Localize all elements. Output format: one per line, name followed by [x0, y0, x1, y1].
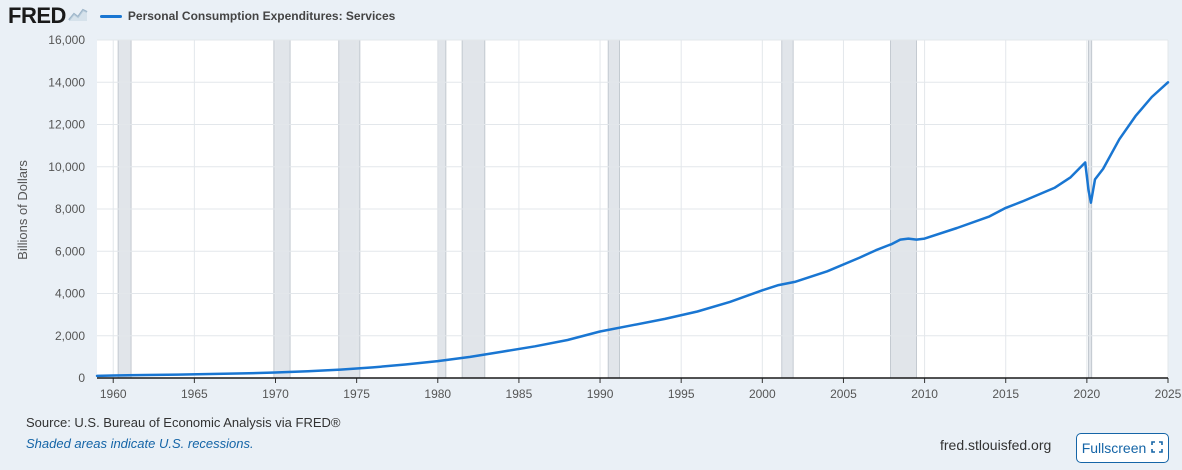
x-tick-label: 2025: [1155, 387, 1182, 401]
x-tick-label: 1995: [668, 387, 695, 401]
y-tick-label: 12,000: [48, 118, 85, 132]
series-line: [95, 81, 1170, 378]
y-tick-label: 2,000: [55, 329, 85, 343]
fred-chart-logo-icon: [68, 6, 88, 27]
series-group: [95, 81, 1170, 378]
x-tick-label: 1975: [343, 387, 370, 401]
legend-swatch: [99, 14, 122, 18]
legend: Personal Consumption Expenditures: Servi…: [99, 9, 396, 23]
fullscreen-label: Fullscreen: [1081, 440, 1147, 456]
x-tick-label: 1970: [262, 387, 289, 401]
x-tick-label: 1965: [181, 387, 208, 401]
x-tick-label: 2010: [911, 387, 938, 401]
x-tick-label: 2015: [992, 387, 1019, 401]
recession-note: Shaded areas indicate U.S. recessions.: [26, 436, 254, 451]
y-tick-label: 16,000: [48, 33, 85, 47]
x-tick-label: 2000: [749, 387, 776, 401]
legend-label: Personal Consumption Expenditures: Servi…: [127, 9, 396, 23]
fred-logo[interactable]: FRED: [8, 3, 66, 28]
x-tick-label: 1990: [587, 387, 614, 401]
x-tick-label: 2005: [830, 387, 857, 401]
source-text: Source: U.S. Bureau of Economic Analysis…: [26, 415, 341, 430]
y-tick-label: 0: [78, 371, 85, 385]
site-url[interactable]: fred.stlouisfed.org: [940, 437, 1052, 453]
fullscreen-button[interactable]: Fullscreen: [1076, 433, 1169, 463]
axes: 0 2,000 4,000 6,000 8,000 10,000 12,000 14,000 1…: [48, 33, 1181, 401]
y-tick-label: 8,000: [55, 202, 85, 216]
y-axis-label: Billions of Dollars: [15, 160, 30, 260]
expand-icon: [1151, 440, 1164, 456]
y-tick-label: 14,000: [48, 75, 85, 89]
x-tick-label: 1985: [506, 387, 533, 401]
y-tick-label: 10,000: [48, 160, 85, 174]
x-tick-label: 1960: [100, 387, 127, 401]
y-tick-label: 4,000: [55, 287, 85, 301]
chart-header: FRED Personal Consumption Expenditures: …: [8, 3, 396, 28]
x-tick-label: 1980: [424, 387, 451, 401]
grid-lines: [97, 39, 1169, 378]
x-tick-label: 2020: [1074, 387, 1101, 401]
y-tick-label: 6,000: [55, 244, 85, 258]
